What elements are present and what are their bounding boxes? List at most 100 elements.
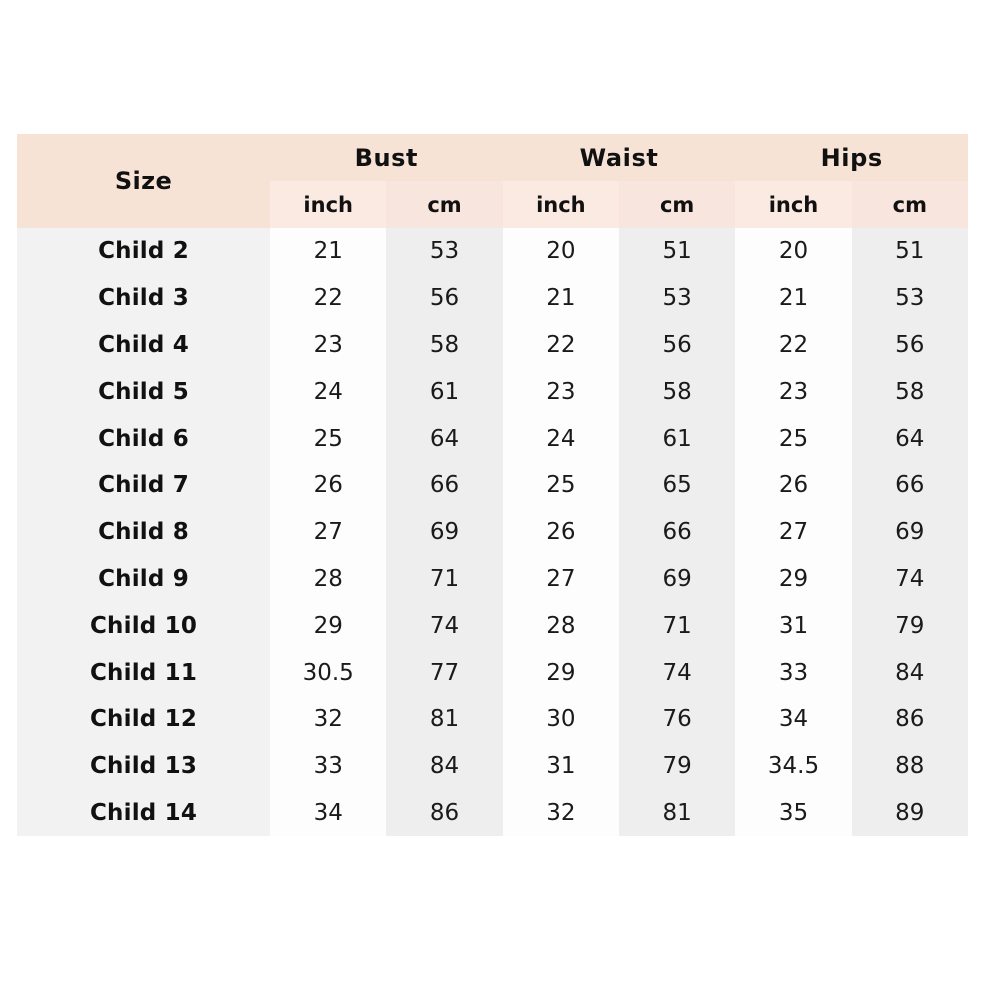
cell-hips-inch: 33 bbox=[735, 649, 852, 696]
cell-waist-cm: 74 bbox=[619, 649, 736, 696]
cell-bust-inch: 29 bbox=[270, 602, 387, 650]
cell-bust-inch: 21 bbox=[270, 228, 387, 275]
table-row: Child 2 21 53 20 51 20 51 bbox=[17, 228, 968, 275]
cell-hips-inch: 22 bbox=[735, 321, 852, 369]
cell-waist-cm: 79 bbox=[619, 742, 736, 790]
cell-waist-cm: 56 bbox=[619, 321, 736, 369]
cell-size: Child 2 bbox=[17, 228, 271, 275]
cell-bust-cm: 58 bbox=[386, 321, 503, 369]
cell-hips-inch: 35 bbox=[735, 789, 852, 837]
cell-size: Child 13 bbox=[17, 742, 271, 790]
cell-size: Child 7 bbox=[17, 461, 271, 509]
cell-hips-inch: 34.5 bbox=[735, 742, 852, 790]
cell-size: Child 10 bbox=[17, 602, 271, 650]
cell-waist-inch: 29 bbox=[502, 649, 619, 696]
cell-waist-cm: 76 bbox=[619, 695, 736, 743]
cell-bust-cm: 53 bbox=[386, 228, 503, 275]
cell-hips-cm: 64 bbox=[851, 415, 968, 462]
table-row: Child 8 27 69 26 66 27 69 bbox=[17, 508, 968, 556]
cell-waist-cm: 51 bbox=[619, 228, 736, 275]
cell-bust-inch: 22 bbox=[270, 274, 387, 322]
cell-bust-inch: 32 bbox=[270, 695, 387, 743]
column-header-size: Size bbox=[17, 134, 271, 228]
cell-hips-inch: 29 bbox=[735, 555, 852, 603]
cell-hips-cm: 53 bbox=[851, 274, 968, 322]
table-row: Child 6 25 64 24 61 25 64 bbox=[17, 415, 968, 462]
table-row: Child 11 30.5 77 29 74 33 84 bbox=[17, 649, 968, 696]
cell-hips-inch: 23 bbox=[735, 368, 852, 416]
column-header-waist-cm: cm bbox=[619, 181, 736, 228]
table-row: Child 12 32 81 30 76 34 86 bbox=[17, 695, 968, 743]
cell-waist-inch: 22 bbox=[502, 321, 619, 369]
cell-hips-inch: 34 bbox=[735, 695, 852, 743]
cell-waist-inch: 23 bbox=[502, 368, 619, 416]
column-group-header-waist: Waist bbox=[502, 134, 736, 181]
cell-waist-inch: 28 bbox=[502, 602, 619, 650]
cell-waist-cm: 58 bbox=[619, 368, 736, 416]
cell-waist-cm: 53 bbox=[619, 274, 736, 322]
cell-bust-cm: 69 bbox=[386, 508, 503, 556]
cell-bust-inch: 28 bbox=[270, 555, 387, 603]
table-body: Child 2 21 53 20 51 20 51 Child 3 22 56 21 53 21 53 Ch… bbox=[17, 228, 968, 837]
column-group-header-hips: Hips bbox=[735, 134, 968, 181]
cell-bust-cm: 64 bbox=[386, 415, 503, 462]
cell-waist-cm: 69 bbox=[619, 555, 736, 603]
column-header-bust-inch: inch bbox=[270, 181, 387, 228]
cell-hips-inch: 20 bbox=[735, 228, 852, 275]
size-chart-table: Size Bust Waist Hips inch cm inch cm inc… bbox=[17, 134, 968, 837]
cell-hips-inch: 21 bbox=[735, 274, 852, 322]
column-header-hips-cm: cm bbox=[851, 181, 968, 228]
cell-bust-inch: 33 bbox=[270, 742, 387, 790]
table-row: Child 13 33 84 31 79 34.5 88 bbox=[17, 742, 968, 790]
cell-hips-inch: 25 bbox=[735, 415, 852, 462]
cell-size: Child 9 bbox=[17, 555, 271, 603]
cell-size: Child 3 bbox=[17, 274, 271, 322]
column-header-hips-inch: inch bbox=[735, 181, 852, 228]
cell-waist-inch: 30 bbox=[502, 695, 619, 743]
cell-hips-cm: 88 bbox=[851, 742, 968, 790]
table-header: Size Bust Waist Hips inch cm inch cm inc… bbox=[17, 134, 968, 228]
cell-bust-cm: 66 bbox=[386, 461, 503, 509]
cell-hips-cm: 89 bbox=[851, 789, 968, 837]
cell-size: Child 8 bbox=[17, 508, 271, 556]
cell-waist-cm: 81 bbox=[619, 789, 736, 837]
cell-bust-cm: 81 bbox=[386, 695, 503, 743]
cell-waist-inch: 20 bbox=[502, 228, 619, 275]
cell-bust-inch: 26 bbox=[270, 461, 387, 509]
cell-waist-inch: 26 bbox=[502, 508, 619, 556]
table-row: Child 14 34 86 32 81 35 89 bbox=[17, 789, 968, 837]
cell-hips-inch: 26 bbox=[735, 461, 852, 509]
cell-bust-cm: 56 bbox=[386, 274, 503, 322]
cell-hips-cm: 66 bbox=[851, 461, 968, 509]
cell-size: Child 4 bbox=[17, 321, 271, 369]
cell-bust-inch: 25 bbox=[270, 415, 387, 462]
cell-waist-cm: 71 bbox=[619, 602, 736, 650]
cell-hips-cm: 56 bbox=[851, 321, 968, 369]
cell-bust-inch: 27 bbox=[270, 508, 387, 556]
cell-waist-inch: 32 bbox=[502, 789, 619, 837]
cell-waist-inch: 21 bbox=[502, 274, 619, 322]
cell-bust-cm: 84 bbox=[386, 742, 503, 790]
cell-hips-cm: 86 bbox=[851, 695, 968, 743]
cell-bust-cm: 71 bbox=[386, 555, 503, 603]
cell-waist-inch: 24 bbox=[502, 415, 619, 462]
cell-waist-inch: 31 bbox=[502, 742, 619, 790]
cell-waist-cm: 61 bbox=[619, 415, 736, 462]
table-row: Child 5 24 61 23 58 23 58 bbox=[17, 368, 968, 416]
column-group-header-bust: Bust bbox=[270, 134, 503, 181]
cell-hips-cm: 79 bbox=[851, 602, 968, 650]
table-row: Child 9 28 71 27 69 29 74 bbox=[17, 555, 968, 603]
cell-hips-cm: 69 bbox=[851, 508, 968, 556]
table-row: Child 4 23 58 22 56 22 56 bbox=[17, 321, 968, 369]
header-row-groups: Size Bust Waist Hips bbox=[17, 134, 968, 228]
table-row: Child 7 26 66 25 65 26 66 bbox=[17, 461, 968, 509]
header-row-units: inch cm inch cm inch cm bbox=[17, 181, 968, 228]
cell-waist-inch: 27 bbox=[502, 555, 619, 603]
cell-hips-inch: 31 bbox=[735, 602, 852, 650]
cell-bust-cm: 74 bbox=[386, 602, 503, 650]
cell-bust-cm: 86 bbox=[386, 789, 503, 837]
table-row: Child 10 29 74 28 71 31 79 bbox=[17, 602, 968, 650]
cell-hips-cm: 51 bbox=[851, 228, 968, 275]
cell-hips-cm: 58 bbox=[851, 368, 968, 416]
cell-hips-cm: 74 bbox=[851, 555, 968, 603]
